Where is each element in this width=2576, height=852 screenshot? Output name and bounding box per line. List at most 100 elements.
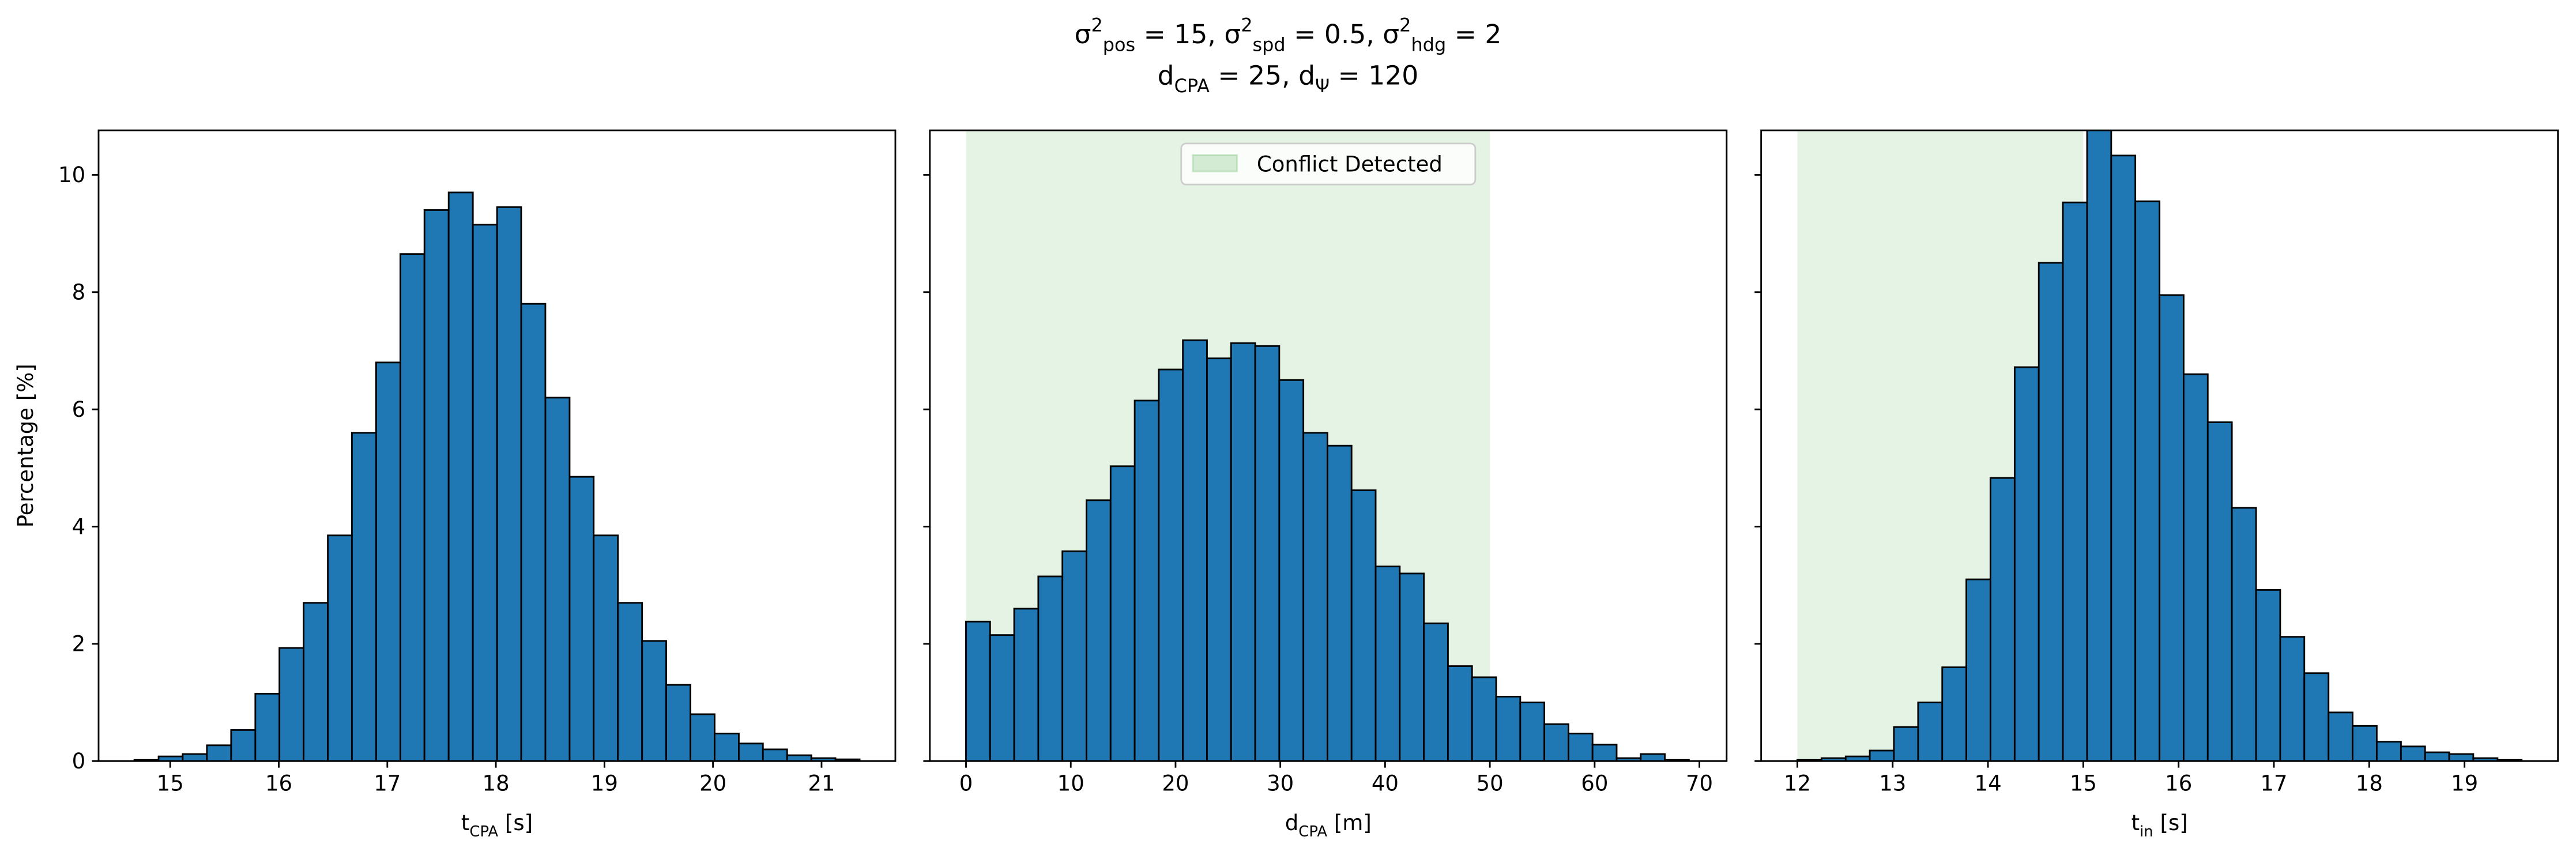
text-segment: 2 [1241, 14, 1252, 36]
histogram-bar [1133, 399, 1160, 761]
histogram-bar [303, 602, 329, 761]
text-segment: CPA [1174, 75, 1210, 97]
x-tick-label: 20 [699, 771, 726, 796]
text-segment: Ψ [1315, 75, 1330, 97]
histogram-bar [762, 748, 788, 761]
histogram-bar [1158, 368, 1184, 761]
histogram-bar [1206, 357, 1232, 761]
histogram-bar [2062, 201, 2088, 761]
histogram-bar [278, 647, 305, 761]
text-segment: hdg [1411, 34, 1447, 56]
histogram-bar [1591, 744, 1618, 761]
text-segment: [s] [2153, 810, 2188, 835]
x-tick-label: 40 [1372, 771, 1399, 796]
histogram-bar [834, 758, 861, 761]
x-tick-label: 12 [1784, 771, 1811, 796]
histogram-bar [2279, 636, 2306, 761]
histogram-bar [447, 191, 474, 761]
x-tick-label: 16 [2165, 771, 2192, 796]
histogram-bar [2255, 589, 2281, 761]
y-tick-label: 0 [72, 749, 86, 774]
histogram-bar [2303, 672, 2330, 761]
histogram-bar [2038, 262, 2064, 761]
histogram-bar [1447, 665, 1473, 761]
histogram-bar [2424, 751, 2450, 761]
y-tick-label: 10 [58, 163, 85, 187]
x-tick-label: 21 [808, 771, 835, 796]
histogram-bar [206, 744, 232, 761]
histogram-bar [786, 754, 812, 761]
x-tick-label: 10 [1057, 771, 1084, 796]
legend-box [1180, 142, 1477, 186]
x-tick-label: 18 [483, 771, 510, 796]
histogram-bar [182, 753, 208, 761]
title-line: dCPA = 25, dΨ = 120 [1158, 60, 1419, 97]
text-segment: [s] [498, 810, 533, 835]
histogram-bar [1013, 608, 1040, 761]
histogram-bar [2159, 294, 2185, 761]
histogram-bar [399, 253, 425, 761]
text-segment: t [2131, 810, 2140, 835]
x-tick-label: 60 [1581, 771, 1608, 796]
histogram-bar [2086, 130, 2112, 761]
axes-frame [97, 129, 897, 762]
histogram-bar [230, 729, 257, 761]
y-tick-label: 4 [72, 514, 86, 539]
histogram-bar [1254, 345, 1281, 761]
histogram-bar [2013, 366, 2040, 761]
histogram-bar [2352, 725, 2378, 761]
axes-frame [929, 129, 1728, 762]
text-segment: in [2140, 823, 2153, 840]
text-segment: 2 [1091, 14, 1102, 36]
histogram-bar [1423, 622, 1449, 761]
histogram-bar [593, 534, 619, 761]
y-tick-label: 2 [72, 632, 86, 657]
histogram-bar [2448, 753, 2475, 761]
histogram-bar [568, 476, 595, 761]
x-tick-label: 16 [265, 771, 292, 796]
text-segment: = 120 [1330, 60, 1418, 91]
histogram-bar [641, 640, 667, 761]
histogram-bar [1037, 575, 1064, 761]
histogram-bar [2110, 154, 2137, 761]
text-segment: t [461, 810, 470, 835]
histogram-bar [1869, 749, 1895, 761]
histogram-bar [2206, 421, 2233, 761]
histogram-bar [665, 684, 691, 761]
x-tick-label: 15 [157, 771, 184, 796]
x-tick-label: 17 [2260, 771, 2287, 796]
legend-label: Conflict Detected [1257, 152, 1443, 176]
histogram-bar [1471, 676, 1497, 761]
histogram-bar [423, 209, 450, 761]
legend-swatch [1192, 154, 1238, 172]
histogram-bar [2134, 200, 2161, 761]
histogram-bar [2400, 745, 2426, 761]
histogram-bar [2375, 741, 2402, 761]
histogram-bar [520, 303, 547, 761]
histogram-bar [1941, 666, 1967, 761]
histogram-bar [738, 742, 764, 761]
histogram-bar [714, 733, 740, 761]
histogram-bar [1278, 379, 1305, 761]
text-segment: pos [1103, 34, 1135, 56]
x-tick-label: 19 [591, 771, 618, 796]
text-segment: = 0.5, σ [1286, 19, 1400, 50]
x-tick-label: 19 [2451, 771, 2478, 796]
text-segment: CPA [1298, 823, 1327, 840]
text-segment: = 2 [1446, 19, 1501, 50]
histogram-bar [1543, 723, 1569, 761]
histogram-bar [1965, 578, 1991, 761]
histogram-bar [1327, 444, 1353, 761]
x-tick-label: 18 [2356, 771, 2383, 796]
histogram-bar [472, 224, 498, 761]
histogram-bar [1495, 696, 1522, 761]
axes-frame [1760, 129, 2559, 762]
histogram-bar [1893, 726, 1919, 761]
histogram-bar [1989, 477, 2016, 761]
histogram-bar [1399, 572, 1425, 761]
x-axis-label: dCPA [m] [1285, 810, 1372, 840]
x-tick-label: 20 [1162, 771, 1189, 796]
x-tick-label: 70 [1686, 771, 1713, 796]
x-axis-label: tCPA [s] [461, 810, 533, 840]
